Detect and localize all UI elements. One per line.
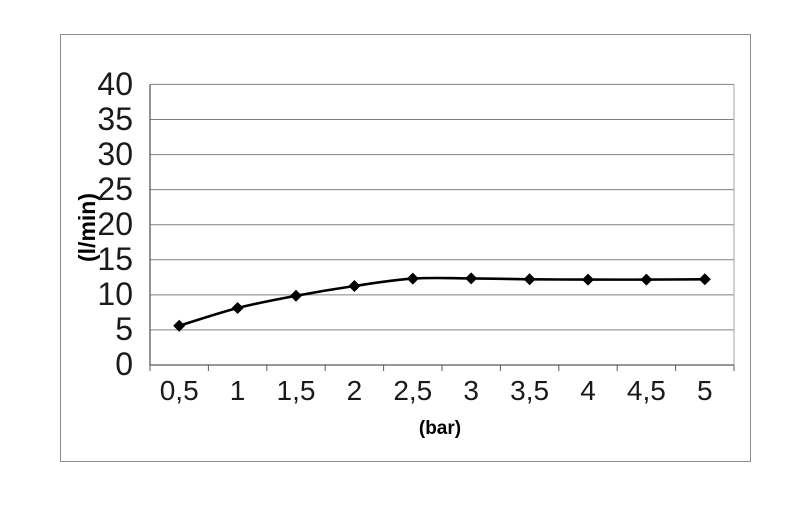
svg-text:5: 5 [697,375,713,406]
svg-text:5: 5 [115,311,133,347]
svg-text:15: 15 [97,241,133,277]
svg-text:4: 4 [580,375,596,406]
svg-text:(bar): (bar) [419,418,461,439]
svg-text:1: 1 [230,375,246,406]
svg-text:0,5: 0,5 [160,375,199,406]
svg-text:3,5: 3,5 [510,375,549,406]
svg-text:2,5: 2,5 [393,375,432,406]
svg-text:4,5: 4,5 [627,375,666,406]
svg-text:3: 3 [463,375,479,406]
svg-text:2: 2 [347,375,363,406]
svg-text:10: 10 [97,276,133,312]
svg-text:1,5: 1,5 [277,375,316,406]
svg-text:25: 25 [97,171,133,207]
svg-text:0: 0 [115,346,133,382]
svg-text:35: 35 [97,101,133,137]
svg-text:30: 30 [97,136,133,172]
svg-text:40: 40 [97,66,133,102]
svg-text:20: 20 [97,206,133,242]
